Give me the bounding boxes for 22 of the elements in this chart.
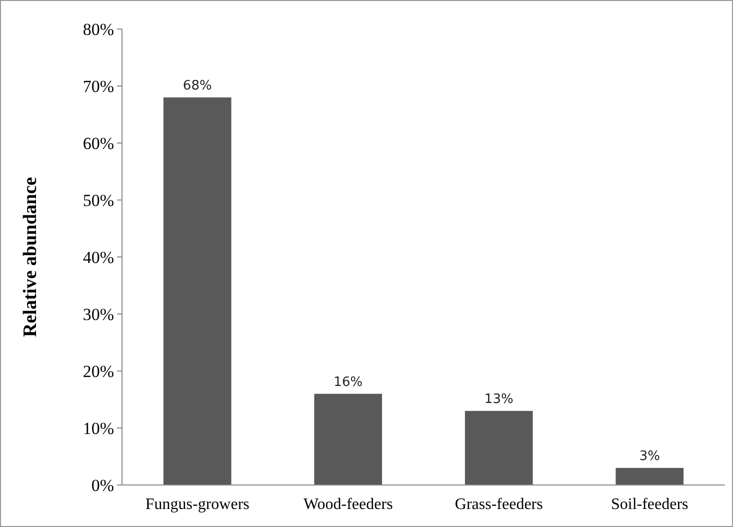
y-tick-label: 50% bbox=[82, 190, 114, 210]
bar bbox=[314, 394, 382, 485]
x-tick-label: Wood-feeders bbox=[303, 496, 393, 513]
data-label: 16% bbox=[334, 374, 363, 390]
y-tick-label: 40% bbox=[82, 248, 114, 267]
data-label: 3% bbox=[639, 448, 660, 464]
bar bbox=[163, 97, 232, 485]
y-tick-label: 10% bbox=[82, 418, 114, 438]
y-tick-label: 60% bbox=[82, 134, 114, 153]
y-tick-label: 20% bbox=[82, 362, 114, 381]
bar bbox=[464, 410, 533, 485]
x-tick-label: Grass-feeders bbox=[454, 496, 543, 513]
y-tick-label: 0% bbox=[91, 476, 114, 495]
y-tick-label: 70% bbox=[82, 76, 114, 96]
bar bbox=[616, 468, 684, 485]
x-tick-label: Fungus-growers bbox=[145, 496, 250, 513]
y-tick-label: 30% bbox=[82, 304, 114, 324]
x-tick-label: Soil-feeders bbox=[610, 496, 688, 513]
data-label: 68% bbox=[182, 78, 212, 94]
y-axis-title: Relative abundance bbox=[20, 177, 41, 337]
y-tick-label: 80% bbox=[82, 20, 114, 39]
data-label: 13% bbox=[484, 392, 514, 407]
